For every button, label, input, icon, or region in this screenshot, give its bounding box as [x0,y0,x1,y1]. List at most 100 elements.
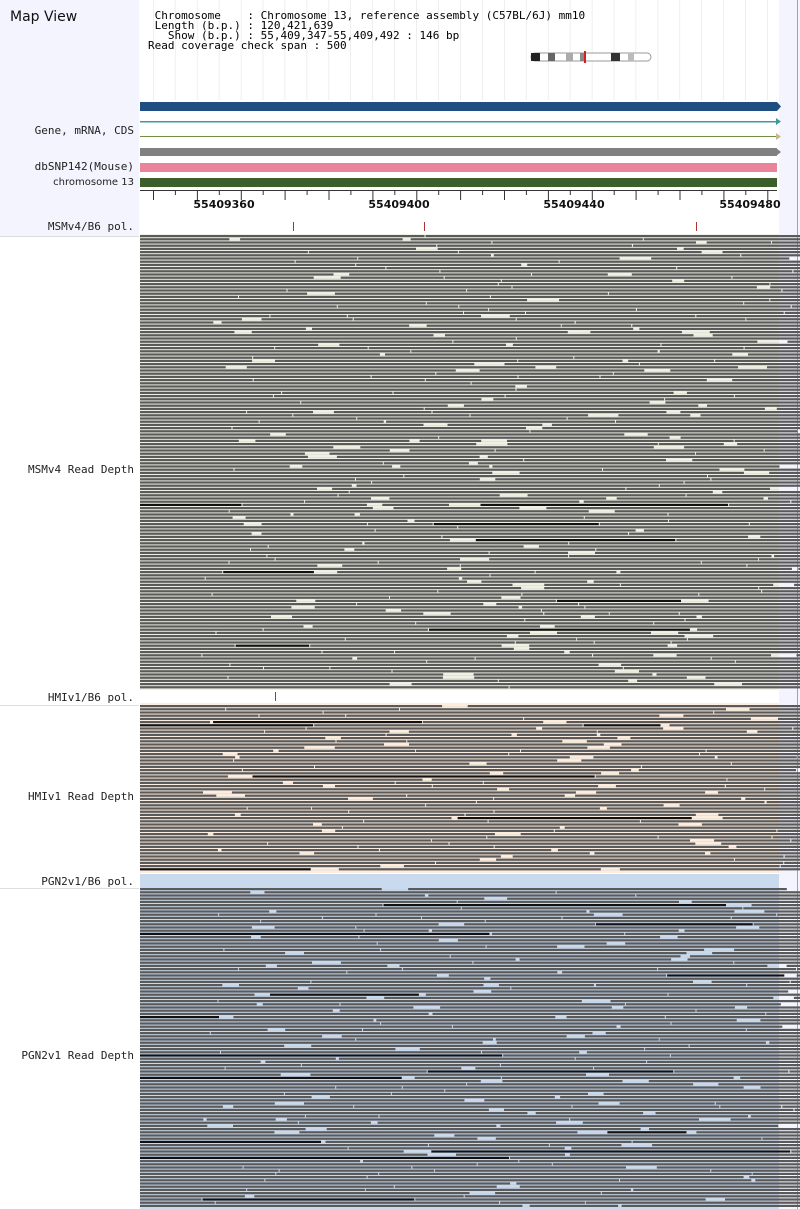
read-bar [596,548,800,551]
read-bar [432,929,679,932]
position-ruler [140,190,777,200]
read-bar [529,1204,619,1207]
read-bar [140,724,314,727]
ruler-tick-label: 55409400 [368,198,430,211]
read-bar [333,411,432,414]
read-bar [265,1179,619,1182]
read-bar [140,327,306,330]
read-bar [140,1182,511,1185]
read-bar [140,295,238,298]
read-bar [140,535,442,538]
msmv4-pol-row [140,221,777,233]
read-bar [140,443,477,446]
read-bar [686,391,800,394]
read-bar [140,1163,477,1166]
gray-feature-bar[interactable] [140,148,777,156]
read-bar [140,907,461,910]
read-bar [238,968,402,971]
read-bar [529,647,800,650]
read-bar [140,356,253,359]
read-bar [140,971,347,974]
read-bar [432,785,599,788]
read-bar [389,497,607,500]
read-bar [769,1041,800,1044]
read-bar [710,852,800,855]
read-bar [505,395,734,398]
read-bar [428,1144,549,1147]
read-bar [747,984,800,987]
ruler-tick-label: 55409440 [543,198,605,211]
read-bar [607,1131,687,1134]
read-bar [749,1176,800,1179]
read-bar [334,746,588,749]
read-bar [247,411,313,414]
read-bar [140,910,270,913]
read-bar [140,667,263,670]
read-bar [140,968,238,971]
read-bar [372,797,494,800]
read-bar [140,948,224,951]
read-bar [597,730,747,733]
read-bar [495,1192,601,1195]
read-bar [784,855,800,858]
dbsnp-bar[interactable] [140,163,777,172]
read-bar [225,1067,462,1070]
read-bar [562,916,731,919]
read-bar [692,459,800,462]
ruler-tick [591,190,593,200]
gene-track-label: Gene, mRNA, CDS [34,124,134,137]
read-bar [140,673,444,676]
read-bar [379,1172,752,1175]
read-bar [140,1179,265,1182]
read-bar [487,455,800,458]
read-bar [140,781,283,784]
read-bar [654,622,800,625]
read-bar [475,1067,594,1070]
read-bar [140,596,389,599]
read-bar [140,391,282,394]
ruler-tick [262,190,264,195]
read-bar [512,286,757,289]
grid-line [174,0,176,100]
read-bar [140,660,427,663]
read-bar [458,251,702,254]
read-bar [140,1099,465,1102]
read-bar [253,379,425,382]
read-bar [746,318,800,321]
read-bar [495,1137,762,1140]
read-bar [407,794,565,797]
cds-line[interactable] [140,136,777,137]
gene-bar[interactable] [140,102,777,111]
read-bar [278,749,415,752]
read-bar [400,465,490,468]
read-bar [140,823,313,826]
read-bar [748,353,800,356]
read-bar [762,590,800,593]
read-bar [606,807,800,810]
read-bar [623,667,800,670]
read-bar [140,331,235,334]
chromosome-bar[interactable] [140,178,777,187]
read-bar [140,1051,220,1054]
read-bar [596,791,706,794]
read-bar [419,1048,645,1051]
read-bar [684,929,800,932]
ruler-tick [174,190,176,195]
read-bar [584,945,800,948]
read-bar [683,727,793,730]
read-bar [630,737,800,740]
read-bar [140,420,259,423]
read-bar [235,644,310,647]
mrna-line[interactable] [140,121,777,123]
read-bar [631,273,800,276]
read-bar [590,331,682,334]
read-bar [670,369,800,372]
grid-line [218,0,220,100]
grid-line [482,0,483,100]
read-bar [140,497,371,500]
grid-line [591,0,593,100]
read-bar [253,356,574,359]
read-alignments [140,235,800,1207]
read-bar [298,1121,371,1124]
read-bar [140,788,498,791]
